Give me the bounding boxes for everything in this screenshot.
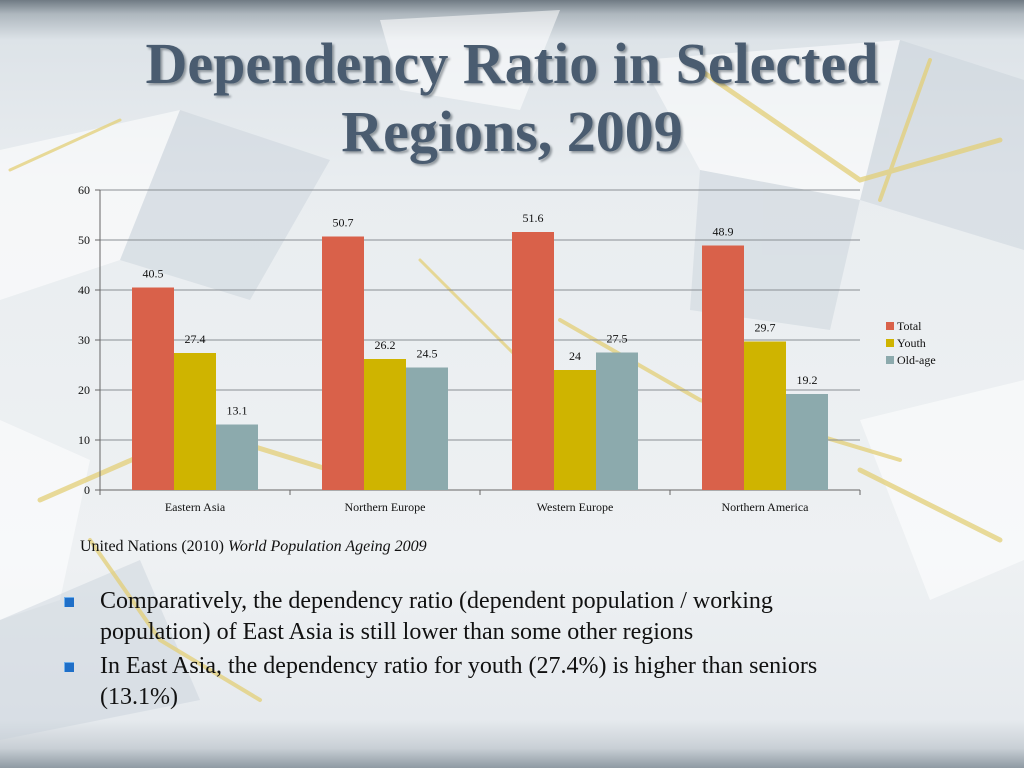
bullet-item: Comparatively, the dependency ratio (dep… [60, 586, 880, 648]
bullet-text: Comparatively, the dependency ratio (dep… [100, 588, 773, 645]
bullet-item: In East Asia, the dependency ratio for y… [60, 651, 880, 713]
y-tick-label: 40 [78, 283, 90, 297]
y-tick-label: 60 [78, 183, 90, 197]
dependency-ratio-bar-chart: 0 10 20 30 40 50 60 Eastern Asia Northern Europe… [78, 183, 936, 514]
square-bullet-icon [64, 597, 74, 607]
data-label: 51.6 [523, 211, 544, 225]
bullet-list: Comparatively, the dependency ratio (dep… [60, 586, 880, 716]
bar-youth [364, 359, 406, 490]
x-tick-label: Northern Europe [345, 500, 426, 514]
source-citation: United Nations (2010) World Population A… [80, 538, 427, 556]
legend-swatch [886, 322, 894, 330]
title-line-1: Dependency Ratio in Selected [145, 31, 879, 96]
bar-old-age [406, 367, 448, 490]
bar-youth [174, 353, 216, 490]
bar-old-age [216, 424, 258, 490]
data-label: 40.5 [143, 267, 164, 281]
source-author: United Nations (2010) [80, 538, 228, 555]
data-label: 27.5 [607, 332, 628, 346]
bullet-text: In East Asia, the dependency ratio for y… [100, 653, 818, 710]
y-tick-label: 10 [78, 433, 90, 447]
bar-total [512, 232, 554, 490]
legend-swatch [886, 356, 894, 364]
slide-title: Dependency Ratio in Selected Regions, 20… [0, 30, 1024, 166]
data-label: 19.2 [797, 373, 818, 387]
y-tick-label: 20 [78, 383, 90, 397]
y-tick-label: 50 [78, 233, 90, 247]
x-tick-label: Western Europe [537, 500, 614, 514]
bar-youth [554, 370, 596, 490]
data-label: 48.9 [713, 225, 734, 239]
data-label: 24 [569, 349, 581, 363]
legend-entry: Youth [897, 336, 926, 350]
bar-total [702, 245, 744, 490]
data-label: 50.7 [333, 216, 354, 230]
legend-entry: Old-age [897, 353, 936, 367]
data-label: 13.1 [227, 404, 248, 418]
bar-old-age [596, 352, 638, 490]
legend-swatch [886, 339, 894, 347]
data-label: 26.2 [375, 338, 396, 352]
data-label: 29.7 [755, 321, 776, 335]
y-tick-label: 30 [78, 333, 90, 347]
title-line-2: Regions, 2009 [341, 99, 683, 164]
y-tick-label: 0 [84, 483, 90, 497]
bar-total [322, 236, 364, 490]
legend-entry: Total [897, 319, 922, 333]
bar-total [132, 287, 174, 490]
bar-old-age [786, 394, 828, 490]
square-bullet-icon [64, 662, 74, 672]
x-tick-label: Eastern Asia [165, 500, 226, 514]
data-label: 27.4 [185, 332, 206, 346]
data-label: 24.5 [417, 347, 438, 361]
bar-youth [744, 341, 786, 490]
source-work-title: World Population Ageing 2009 [227, 538, 427, 555]
x-tick-label: Northern America [722, 500, 810, 514]
